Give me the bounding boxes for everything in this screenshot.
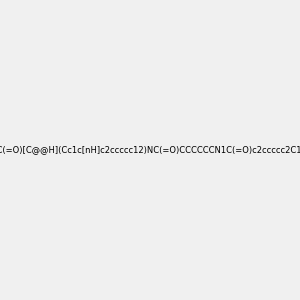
Text: COC(=O)[C@@H](Cc1c[nH]c2ccccc12)NC(=O)CCCCCCN1C(=O)c2ccccc2C1=O: COC(=O)[C@@H](Cc1c[nH]c2ccccc12)NC(=O)CC… [0, 146, 300, 154]
